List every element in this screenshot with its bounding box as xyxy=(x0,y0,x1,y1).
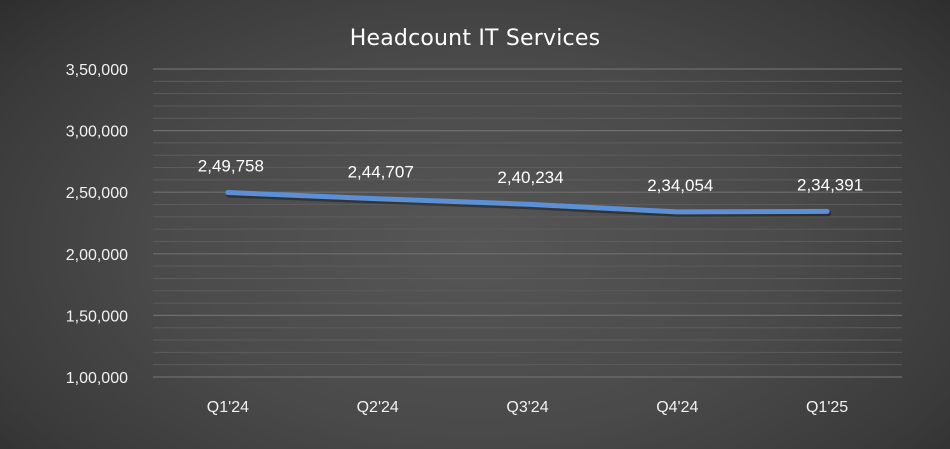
y-tick-label: 2,50,000 xyxy=(66,185,128,202)
x-tick-label: Q1'25 xyxy=(806,399,848,416)
x-axis: Q1'24 Q2'24 Q3'24 Q4'24 Q1'25 xyxy=(207,399,848,416)
x-tick-label: Q4'24 xyxy=(656,399,698,416)
y-tick-label: 1,50,000 xyxy=(66,308,128,325)
x-tick-label: Q3'24 xyxy=(506,399,548,416)
data-label: 2,40,234 xyxy=(497,168,563,187)
data-label: 2,34,391 xyxy=(797,175,863,194)
y-tick-label: 2,00,000 xyxy=(66,247,128,264)
chart-title: Headcount IT Services xyxy=(349,26,601,51)
y-tick-label: 3,00,000 xyxy=(66,124,128,141)
data-labels: 2,49,758 2,44,707 2,40,234 2,34,054 2,34,391 xyxy=(198,156,863,194)
y-tick-label: 1,00,000 xyxy=(66,370,128,387)
data-label: 2,49,758 xyxy=(198,156,264,175)
x-tick-label: Q1'24 xyxy=(207,399,249,416)
y-tick-label: 3,50,000 xyxy=(66,62,128,79)
data-label: 2,44,707 xyxy=(348,163,414,182)
headcount-line xyxy=(225,189,830,215)
gridlines xyxy=(153,68,902,378)
y-axis: 1,00,000 1,50,000 2,00,000 2,50,000 3,00,000… xyxy=(66,62,128,387)
data-series xyxy=(225,189,832,217)
data-label: 2,34,054 xyxy=(647,176,713,195)
x-tick-label: Q2'24 xyxy=(357,399,399,416)
